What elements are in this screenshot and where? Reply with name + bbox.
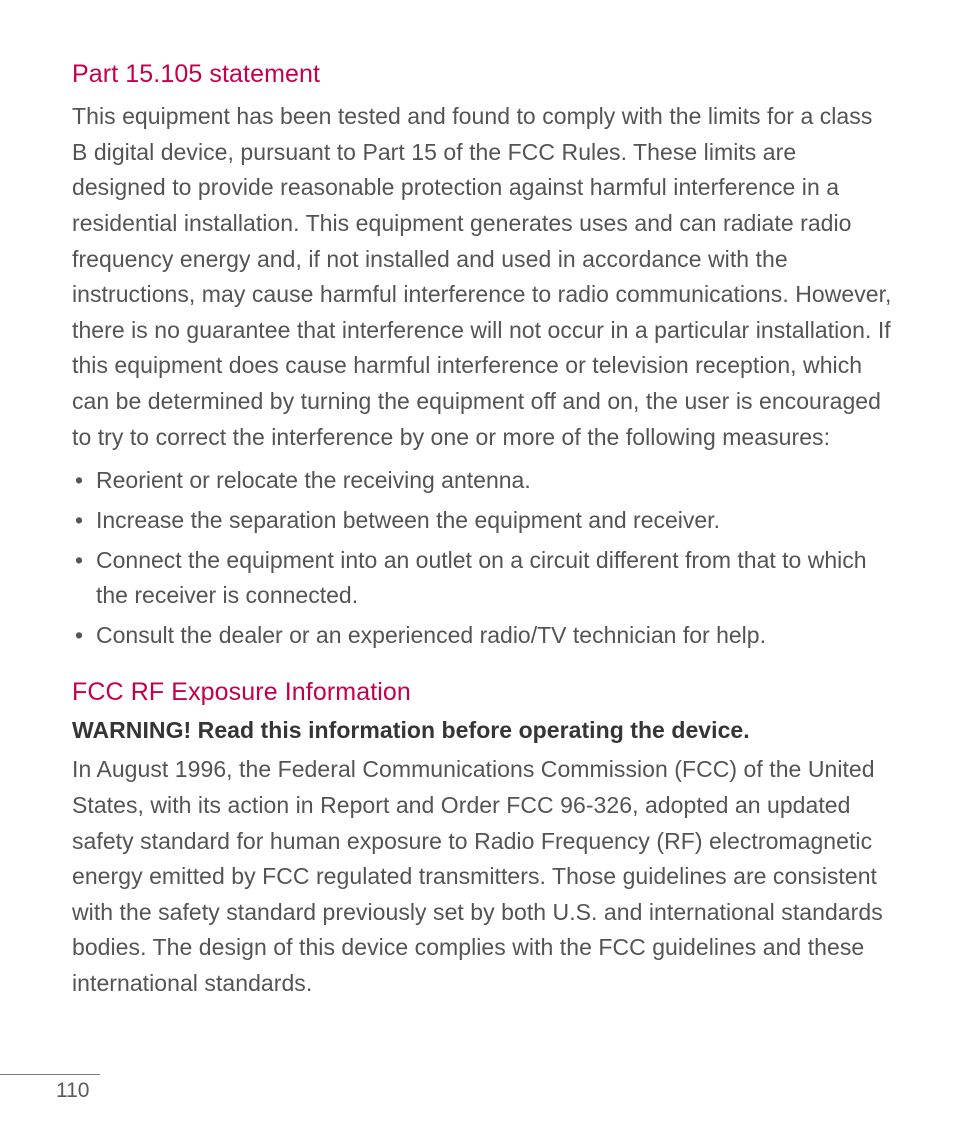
list-item: Increase the separation between the equi…: [72, 503, 894, 539]
section2-paragraph: In August 1996, the Federal Communicatio…: [72, 752, 894, 1001]
list-item: Connect the equipment into an outlet on …: [72, 543, 894, 614]
page-footer: 110: [0, 1074, 100, 1103]
footer-rule: [0, 1074, 100, 1075]
section2-heading: FCC RF Exposure Information: [72, 678, 894, 707]
document-page: Part 15.105 statement This equipment has…: [0, 0, 954, 1145]
list-item: Reorient or relocate the receiving anten…: [72, 463, 894, 499]
section1-paragraph: This equipment has been tested and found…: [72, 99, 894, 455]
page-number: 110: [0, 1079, 100, 1103]
section2-warning: WARNING! Read this information before op…: [72, 713, 894, 749]
list-item: Consult the dealer or an experienced rad…: [72, 618, 894, 654]
section1-bullet-list: Reorient or relocate the receiving anten…: [72, 463, 894, 653]
section1-heading: Part 15.105 statement: [72, 60, 894, 89]
